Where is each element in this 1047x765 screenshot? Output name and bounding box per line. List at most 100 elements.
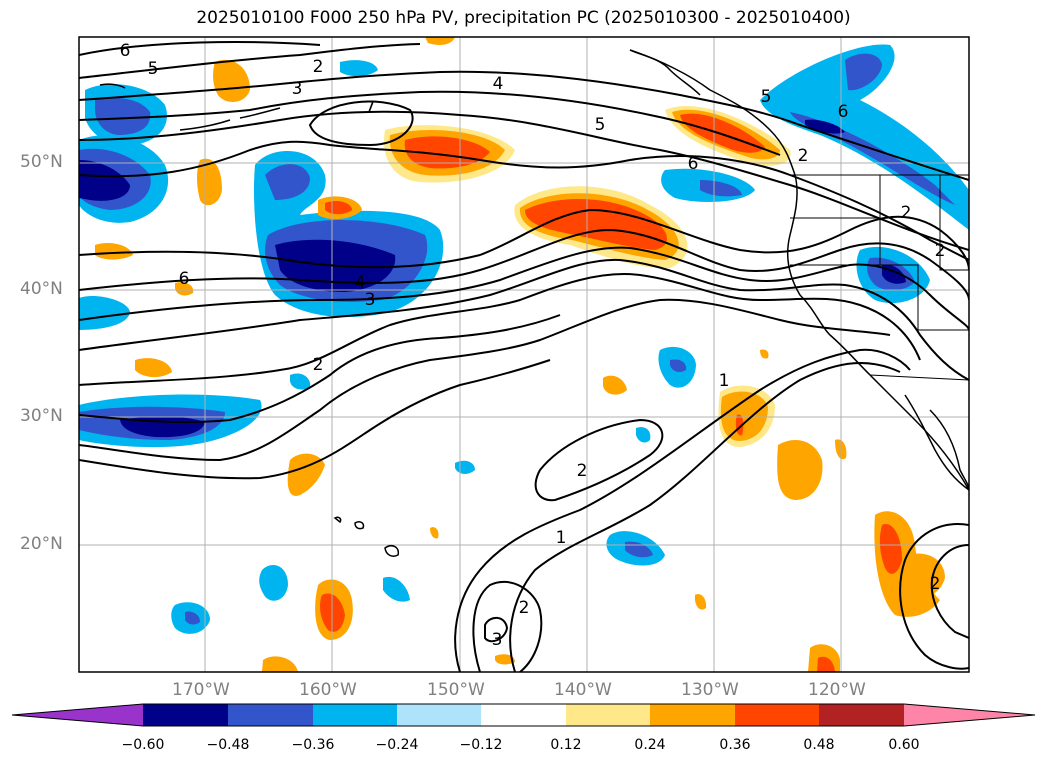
lat-label: 50°N: [20, 152, 63, 172]
precip-negative-area: [185, 611, 200, 625]
contour-label: 2: [935, 241, 946, 261]
lat-label: 40°N: [20, 279, 63, 299]
precip-negative-area: [340, 60, 378, 77]
precip-negative-area: [383, 576, 410, 602]
precip-positive-area: [425, 37, 455, 45]
colorbar-bin: [228, 704, 313, 726]
precip-negative-area: [700, 180, 742, 197]
us-mexico-border: [869, 374, 969, 381]
contour-label: 5: [148, 59, 159, 79]
pv-contour-line: [79, 258, 969, 381]
precip-negative-area: [290, 373, 311, 390]
state-border: [790, 175, 881, 219]
pv-contours: [79, 41, 969, 672]
precip-negative-area: [265, 164, 310, 200]
contour-label: 3: [492, 630, 503, 650]
pv-contour-line: [79, 246, 969, 331]
pv-contour-line: [472, 580, 543, 672]
precip-positive-area: [495, 654, 515, 665]
precip-positive-area: [695, 594, 707, 610]
precip-negative-area: [79, 295, 130, 330]
contour-label: 6: [688, 154, 699, 174]
precip-positive-area: [760, 349, 769, 359]
precip-positive-area: [817, 656, 835, 672]
alaska-islands: [629, 49, 701, 96]
contour-label: 4: [355, 273, 366, 293]
pv-contour-line: [79, 298, 891, 462]
contour-label: 3: [292, 79, 303, 99]
pv-contour-line: [79, 140, 969, 261]
lon-label: 120°W: [808, 680, 866, 700]
precip-positive-area: [404, 136, 490, 169]
gulf-coast: [929, 409, 969, 491]
contour-label: 6: [838, 102, 849, 122]
colorbar-tick-label: 0.60: [888, 737, 920, 753]
precip-positive-area: [720, 391, 768, 441]
colorbar-tick-label: −0.36: [291, 737, 335, 753]
precip-positive-area: [135, 358, 172, 378]
precip-positive-area: [213, 59, 250, 102]
lon-label: 150°W: [427, 680, 485, 700]
map-title: 2025010100 F000 250 hPa PV, precipitatio…: [196, 8, 851, 28]
north-america-coast: [629, 49, 969, 491]
contour-label: 1: [719, 371, 730, 391]
pv-contour-line: [79, 110, 969, 251]
lat-label: 20°N: [20, 534, 63, 554]
pv-contour-line: [79, 314, 561, 424]
hawaii-island: [384, 545, 400, 557]
colorbar-tick-label: 0.48: [803, 737, 835, 753]
pv-contour-line: [79, 90, 781, 156]
pv-contour-line: [79, 273, 921, 386]
pv-contour-line: [899, 523, 969, 670]
pv-contour-line: [534, 418, 664, 502]
contour-label: 2: [519, 598, 530, 618]
colorbar-bin: [819, 704, 904, 726]
contour-label: 5: [595, 115, 606, 135]
precip-positive-area: [879, 524, 902, 574]
contour-label: 5: [761, 87, 772, 107]
precip-positive-area: [430, 527, 439, 539]
colorbar: [11, 703, 1036, 727]
contour-label: 2: [901, 203, 912, 223]
contour-label: 2: [577, 461, 588, 481]
precip-negative-area: [625, 541, 653, 558]
precip-negative-area: [259, 565, 288, 601]
state-border: [790, 264, 969, 331]
colorbar-tick-label: 0.36: [719, 737, 751, 753]
pv-contour-line: [509, 362, 901, 672]
pv-contour-line: [79, 359, 551, 480]
colorbar-bin: [566, 704, 650, 726]
colorbar-tick-label: −0.60: [121, 737, 165, 753]
contour-label: 6: [179, 269, 190, 289]
contour-label: 1: [556, 528, 567, 548]
pv-contour-line: [454, 348, 911, 672]
pv-contour-line: [308, 100, 414, 147]
pv-contour-line: [484, 616, 509, 643]
lon-label: 130°W: [681, 680, 739, 700]
colorbar-tick-label: −0.24: [375, 737, 419, 753]
precip-positive-area: [197, 158, 222, 206]
precip-positive-area: [777, 440, 823, 500]
contour-label: 4: [493, 74, 504, 94]
precip-negative-area: [805, 119, 845, 134]
lon-label: 140°W: [554, 680, 612, 700]
colorbar-extend-max: [904, 704, 1035, 726]
contour-labels: 6 5 2 3 4 7 5 6 5 6 2 2 6 4 3 2 1 2 1 2 …: [120, 41, 946, 650]
colorbar-bin: [735, 704, 819, 726]
colorbar-bin: [650, 704, 735, 726]
contour-label: 6: [120, 41, 131, 61]
contour-label: 2: [930, 574, 941, 594]
precip-negative-area: [636, 427, 651, 443]
pv-contour-line: [930, 544, 969, 639]
aleutian-islands: [99, 83, 281, 131]
precip-anomaly-fills: [79, 37, 969, 672]
precip-negative-area: [455, 460, 475, 474]
colorbar-bin: [143, 704, 228, 726]
colorbar-bin: [481, 704, 566, 726]
precip-positive-area: [287, 453, 325, 496]
precip-negative-area: [79, 160, 130, 201]
colorbar-tick-label: 0.24: [634, 737, 666, 753]
hawaii-island: [354, 521, 365, 530]
precip-positive-area: [525, 198, 667, 250]
